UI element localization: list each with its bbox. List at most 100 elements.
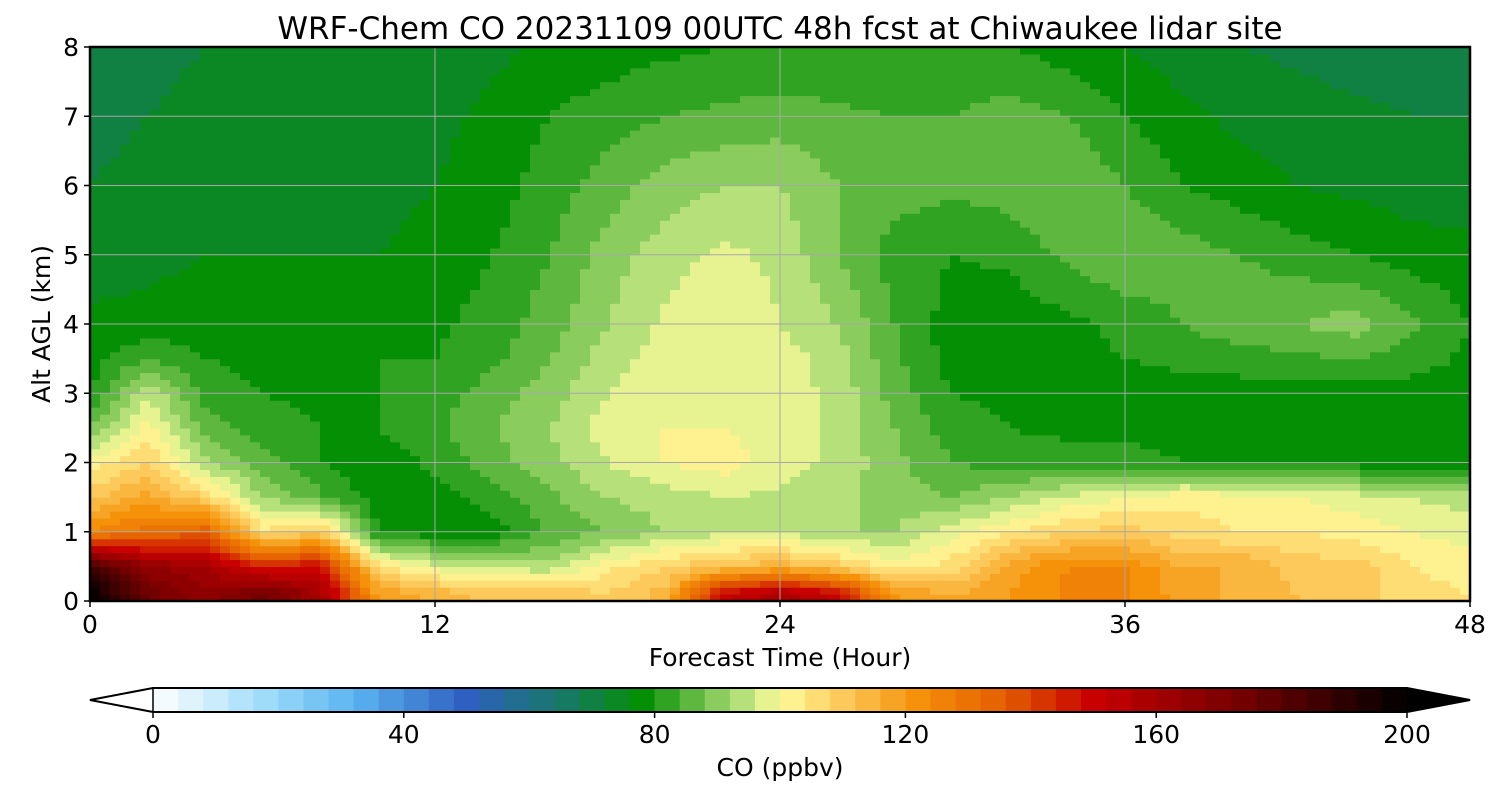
field-cell — [1230, 510, 1241, 519]
field-cell — [600, 414, 611, 422]
field-cell — [1360, 420, 1371, 429]
field-cell — [500, 594, 511, 602]
field-cell — [1150, 455, 1161, 464]
field-cell — [150, 344, 161, 353]
field-cell — [1040, 504, 1051, 512]
field-cell — [490, 372, 501, 380]
field-cell — [1220, 407, 1231, 415]
field-cell — [770, 531, 781, 540]
field-cell — [790, 351, 801, 360]
field-cell — [480, 407, 491, 415]
field-cell — [330, 566, 341, 574]
field-cell — [570, 538, 581, 547]
field-cell — [990, 434, 1001, 443]
field-cell — [1260, 476, 1271, 484]
field-cell — [590, 573, 601, 581]
field-cell — [1090, 434, 1101, 443]
field-cell — [1070, 531, 1081, 540]
field-cell — [1170, 420, 1181, 429]
field-cell — [1150, 358, 1161, 367]
field-cell — [100, 393, 111, 401]
field-cell — [710, 531, 721, 540]
field-cell — [980, 510, 991, 519]
field-cell — [170, 538, 181, 547]
field-cell — [1290, 476, 1301, 484]
field-cell — [800, 379, 811, 387]
field-cell — [210, 497, 221, 505]
field-cell — [1270, 469, 1281, 477]
field-cell — [490, 434, 501, 443]
field-cell — [800, 407, 811, 415]
field-cell — [590, 400, 601, 408]
field-cell — [450, 462, 461, 471]
field-cell — [880, 517, 891, 526]
field-cell — [750, 351, 761, 360]
field-cell — [570, 441, 581, 450]
field-cell — [610, 469, 621, 477]
field-cell — [330, 427, 341, 436]
field-cell — [1180, 538, 1191, 547]
field-cell — [930, 476, 941, 484]
field-cell — [530, 420, 541, 429]
field-cell — [1190, 580, 1201, 588]
field-cell — [230, 469, 241, 477]
field-cell — [1090, 483, 1101, 491]
field-cell — [1220, 580, 1231, 588]
field-cell — [1410, 504, 1421, 512]
field-cell — [1300, 469, 1311, 477]
field-cell — [450, 455, 461, 464]
field-cell — [190, 441, 201, 450]
field-cell — [200, 483, 211, 491]
field-cell — [950, 587, 961, 595]
field-cell — [1340, 400, 1351, 408]
field-cell — [200, 448, 211, 457]
field-cell — [110, 420, 121, 429]
field-cell — [760, 510, 771, 519]
field-cell — [170, 386, 181, 394]
field-cell — [1270, 497, 1281, 505]
field-cell — [550, 552, 561, 561]
field-cell — [1370, 483, 1381, 491]
field-cell — [500, 407, 511, 415]
field-cell — [1060, 517, 1071, 526]
field-cell — [350, 386, 361, 394]
field-cell — [980, 594, 991, 602]
field-cell — [310, 386, 321, 394]
field-cell — [1030, 476, 1041, 484]
field-cell — [460, 365, 471, 374]
field-cell — [1340, 441, 1351, 450]
field-cell — [1450, 566, 1461, 574]
field-cell — [950, 566, 961, 574]
field-cell — [870, 386, 881, 394]
field-cell — [170, 573, 181, 581]
field-cell — [1370, 379, 1381, 387]
field-cell — [960, 414, 971, 422]
field-cell — [630, 469, 641, 477]
field-cell — [1150, 351, 1161, 360]
field-cell — [550, 566, 561, 574]
field-cell — [940, 365, 951, 374]
field-cell — [1440, 531, 1451, 540]
field-cell — [820, 580, 831, 588]
field-cell — [420, 427, 431, 436]
field-cell — [210, 434, 221, 443]
field-cell — [840, 587, 851, 595]
field-cell — [1350, 462, 1361, 471]
field-cell — [1040, 393, 1051, 401]
field-cell — [1190, 427, 1201, 436]
field-cell — [130, 441, 141, 450]
field-cell — [990, 407, 1001, 415]
field-cell — [1400, 414, 1411, 422]
field-cell — [940, 573, 951, 581]
field-cell — [250, 580, 261, 588]
field-cell — [920, 469, 931, 477]
field-cell — [120, 524, 131, 533]
field-cell — [890, 510, 901, 519]
field-cell — [1390, 420, 1401, 429]
field-cell — [1140, 414, 1151, 422]
field-cell — [890, 573, 901, 581]
field-cell — [290, 462, 301, 471]
field-cell — [1020, 476, 1031, 484]
field-cell — [1350, 531, 1361, 540]
field-cell — [1050, 420, 1061, 429]
